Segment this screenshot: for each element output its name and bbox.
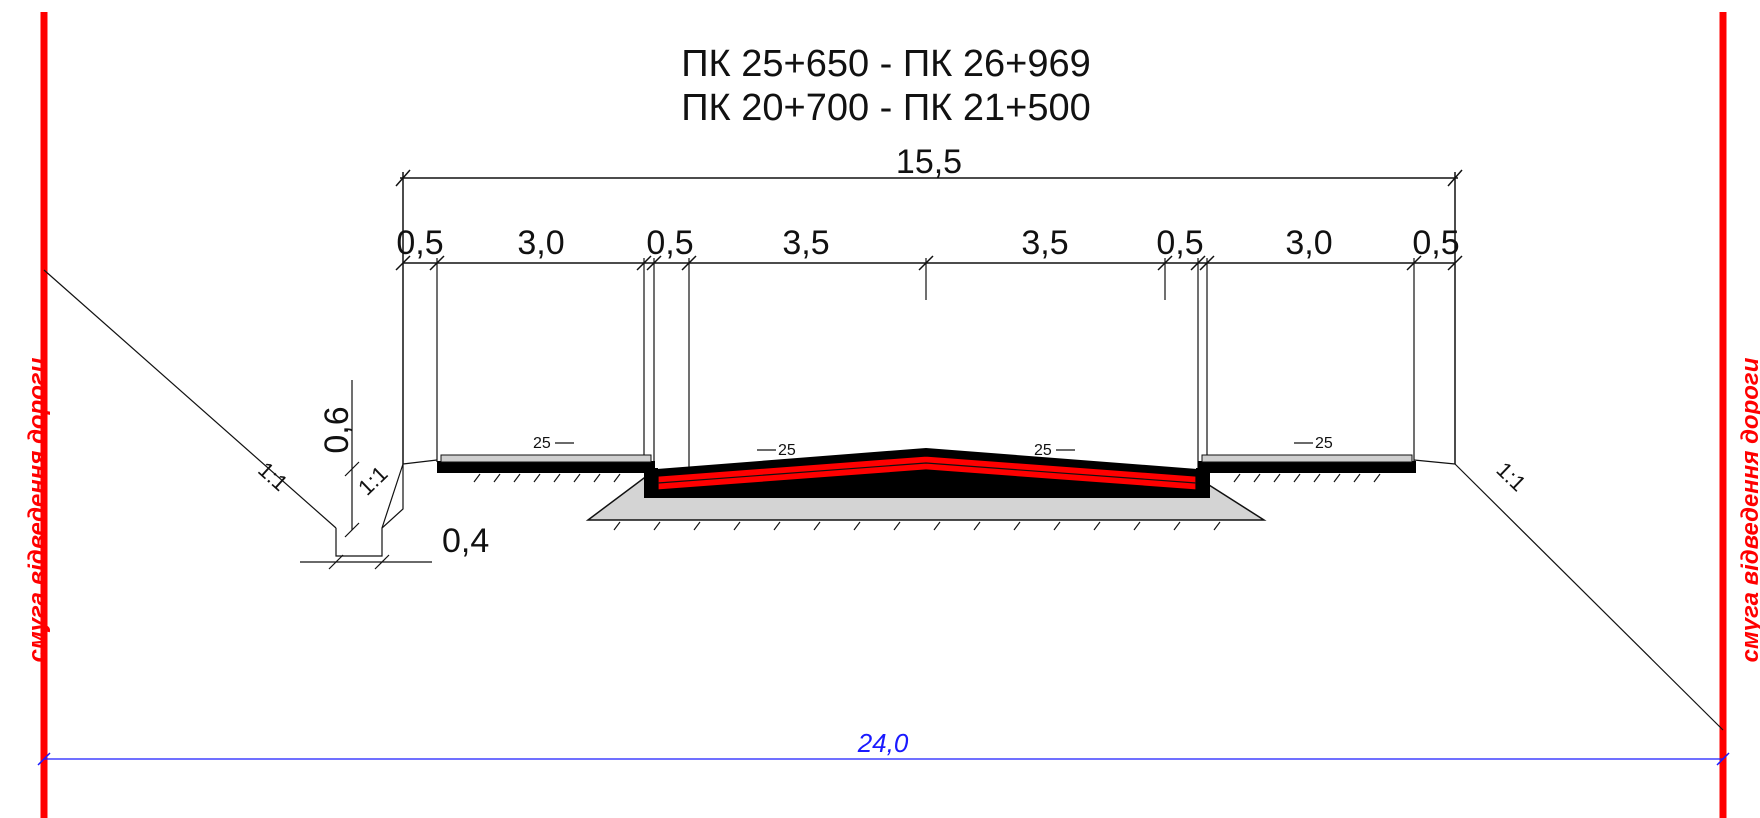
soil-hatching xyxy=(473,473,1381,531)
segment-label-1: 0,5 xyxy=(396,224,443,262)
title-line-2: ПК 20+700 - ПК 21+500 xyxy=(681,87,1091,129)
right-of-way-dimension: 24,0 xyxy=(37,728,1730,766)
segment-label-6: 0,5 xyxy=(1156,224,1203,262)
cross-fall-right-shoulder: 25 xyxy=(1294,435,1333,452)
segment-label-2: 3,0 xyxy=(517,224,564,262)
segment-label-3: 0,5 xyxy=(646,224,693,262)
segment-label-4: 3,5 xyxy=(782,224,829,262)
right-shoulder xyxy=(1198,454,1416,473)
cross-fall-left-shoulder-label: 25 xyxy=(533,435,551,452)
cross-fall-right-lane-label: 25 xyxy=(1034,442,1052,459)
right-of-way-label: 24,0 xyxy=(857,728,909,758)
cross-fall-left-lane-label: 25 xyxy=(778,442,796,459)
cross-fall-left-shoulder: 25 xyxy=(533,435,574,452)
cross-fall-left-lane: 25 xyxy=(757,442,796,459)
left-edge-block xyxy=(644,468,658,498)
left-boundary-label: смуга відведення дороги xyxy=(24,357,51,662)
ditch-width-label: 0,4 xyxy=(442,522,489,560)
total-width-dimension: 15,5 xyxy=(395,143,1463,464)
left-inner-slope-label: 1:1 xyxy=(353,461,392,500)
segment-label-8: 0,5 xyxy=(1412,224,1459,262)
segment-label-5: 3,5 xyxy=(1021,224,1068,262)
total-width-label: 15,5 xyxy=(896,143,962,181)
right-slope-label: 1:1 xyxy=(1492,457,1531,496)
right-boundary-label: смуга відведення дороги xyxy=(1737,357,1760,662)
ditch-dimensions: 0,6 0,4 xyxy=(300,380,489,570)
ground-profile xyxy=(43,269,1724,731)
right-edge-block xyxy=(1196,468,1210,498)
carriageway-base-layer xyxy=(644,448,1210,498)
title-line-1: ПК 25+650 - ПК 26+969 xyxy=(681,43,1091,85)
segment-dimension-chain: 0,5 3,0 0,5 3,5 3,5 0,5 3,0 0,5 xyxy=(395,224,1463,475)
ditch-depth-label: 0,6 xyxy=(318,406,356,453)
cross-fall-right-lane: 25 xyxy=(1034,442,1075,459)
left-outer-slope-label: 1:1 xyxy=(253,457,292,496)
left-shoulder xyxy=(437,454,655,473)
segment-label-7: 3,0 xyxy=(1285,224,1332,262)
cross-fall-right-shoulder-label: 25 xyxy=(1315,435,1333,452)
